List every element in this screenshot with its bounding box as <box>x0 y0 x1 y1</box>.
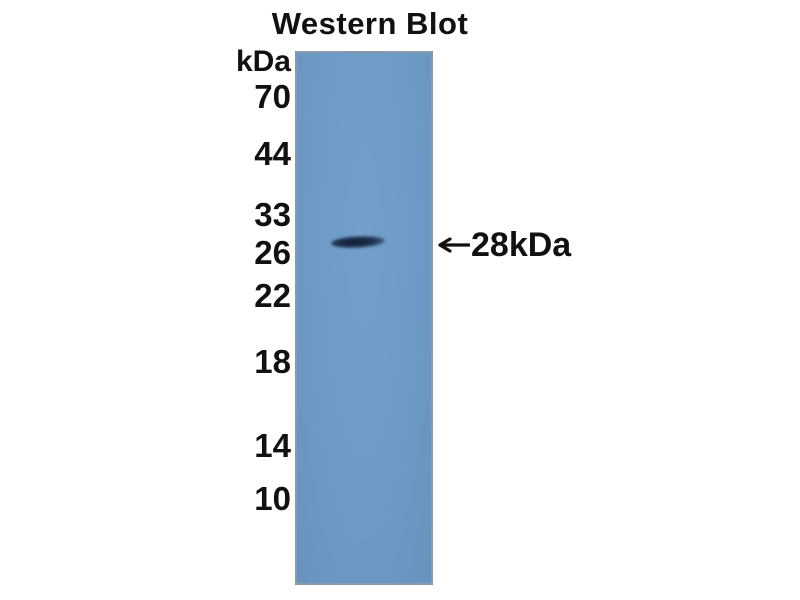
kda-unit-label: kDa <box>235 45 291 78</box>
band-annotation-label: 28kDa <box>471 226 572 264</box>
marker-18kda: 18 <box>254 343 291 380</box>
marker-26kda: 26 <box>254 234 291 271</box>
marker-44kda: 44 <box>254 135 291 172</box>
marker-22kda: 22 <box>254 277 291 314</box>
marker-14kda: 14 <box>254 427 291 464</box>
marker-70kda: 70 <box>254 78 291 115</box>
gel-lane <box>295 51 433 585</box>
figure-title: Western Blot <box>271 6 469 41</box>
band-annotation: 28kDa <box>436 226 571 264</box>
marker-10kda: 10 <box>254 480 291 517</box>
left-arrow-icon <box>438 237 470 253</box>
marker-33kda: 33 <box>254 196 291 233</box>
